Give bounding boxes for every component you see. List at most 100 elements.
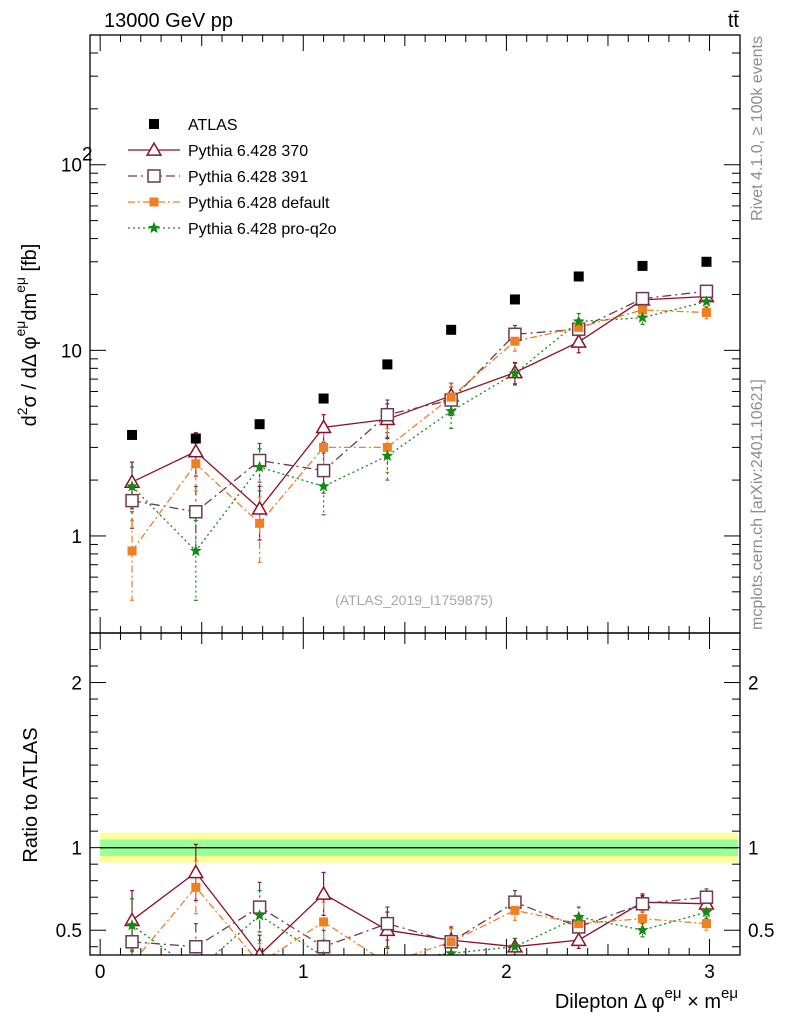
- process-label: tt̄: [728, 10, 740, 32]
- point-p370: [187, 443, 205, 458]
- ratio-y-tick-label-left: 2: [71, 674, 82, 695]
- ratio-point-p391: [380, 916, 395, 931]
- ratio-point-pdefault: [574, 919, 584, 929]
- main-y-tick-label: 1: [71, 527, 82, 548]
- point-atlas: [573, 271, 584, 282]
- point-pq2o: [700, 295, 713, 307]
- ratio-point-pq2o: [700, 905, 713, 918]
- point-pdefault: [255, 518, 265, 528]
- point-p391: [125, 493, 139, 508]
- point-pdefault: [638, 305, 647, 315]
- point-pdefault: [319, 442, 329, 452]
- xlabel-main: Dilepton Δ φ: [555, 991, 665, 1013]
- ratio-frame: [89, 632, 741, 956]
- main-series-lines: [131, 290, 707, 552]
- y-axis-label: d2σ / dΔ φeμdmeμ [fb]: [12, 244, 41, 427]
- ratio-point-p391: [635, 897, 650, 911]
- point-pdefault: [382, 442, 392, 452]
- legend-marker-atlas: [149, 119, 159, 129]
- ratio-line-p391: [131, 896, 707, 948]
- legend-label-pq2o: Pythia 6.428 pro-q2o: [188, 221, 337, 238]
- ratio-y-tick-label-left: 0.5: [56, 921, 82, 942]
- main-y-tick-exponent: 2: [82, 145, 93, 166]
- ylabel-dm: dm: [19, 293, 41, 321]
- legend-marker-p391: [147, 169, 161, 183]
- ylabel-unit: [fb]: [19, 244, 41, 277]
- analysis-label: (ATLAS_2019_I1759875): [335, 592, 493, 608]
- point-p370: [251, 500, 268, 515]
- ratio-point-pq2o: [572, 910, 585, 923]
- ylabel-d: d: [19, 415, 41, 426]
- ratio-y-tick-label-right: 2: [748, 674, 759, 695]
- ratio-error-bars: [130, 843, 709, 955]
- legend: ATLAS Pythia 6.428 370 Pythia 6.428 391 Pyt…: [128, 117, 337, 238]
- ratio-point-p370: [187, 864, 205, 879]
- point-atlas: [701, 256, 712, 267]
- point-pq2o: [445, 404, 458, 417]
- main-y-tick-label: 10: [61, 156, 82, 177]
- point-pq2o: [636, 311, 649, 323]
- point-p391: [316, 463, 331, 478]
- ratio-point-p370: [570, 931, 587, 947]
- x-axis-label: Dilepton Δ φeμ × meμ: [555, 985, 738, 1013]
- point-p391: [380, 407, 395, 422]
- point-atlas: [254, 419, 265, 430]
- ratio-point-pq2o: [253, 909, 266, 921]
- source-label: mcplots.cern.ch [arXiv:2401.10621]: [749, 379, 766, 630]
- point-pq2o: [317, 480, 330, 492]
- legend-label-atlas: ATLAS: [188, 117, 238, 134]
- ratio-markers: [123, 864, 715, 955]
- ylabel-sigma: σ / dΔ φ: [19, 336, 41, 407]
- ratio-line-pq2o: [131, 911, 707, 955]
- point-atlas: [637, 260, 648, 271]
- ratio-y-tick-label-right: 1: [748, 839, 759, 860]
- point-pdefault: [574, 322, 584, 332]
- ratio-point-p391: [125, 935, 139, 949]
- point-pq2o: [508, 367, 521, 379]
- point-pdefault: [510, 336, 520, 346]
- ratio-y-tick-label-left: 1: [71, 839, 82, 860]
- ratio-point-p391: [189, 939, 203, 954]
- ratio-line-pdefault: [138, 886, 707, 955]
- ratio-panel: 0.5 0.5 1 1 2 2 0 1 2 3: [56, 632, 774, 983]
- ratio-y-label: Ratio to ATLAS: [20, 727, 42, 862]
- main-error-bars: [130, 286, 709, 601]
- point-atlas: [127, 429, 138, 440]
- ratio-point-pq2o: [317, 950, 330, 955]
- ratio-y-tick-label-right: 0.5: [748, 921, 774, 942]
- point-atlas: [190, 433, 201, 444]
- ratio-series-lines: [131, 871, 707, 955]
- ratio-point-p370: [315, 885, 332, 900]
- legend-label-p391: Pythia 6.428 391: [188, 169, 308, 186]
- x-tick-label: 3: [704, 962, 715, 983]
- point-pdefault: [446, 392, 456, 402]
- point-pq2o: [253, 460, 266, 473]
- series-line-pq2o: [131, 300, 707, 552]
- ratio-point-pdefault: [319, 917, 329, 927]
- x-tick-label: 1: [298, 962, 309, 983]
- xlabel-sup1: eμ: [665, 985, 682, 1002]
- ratio-point-pdefault: [638, 914, 647, 924]
- point-atlas: [318, 393, 329, 404]
- point-pdefault: [127, 546, 137, 556]
- point-pq2o: [381, 449, 394, 461]
- ylabel-sup1: eμ: [12, 321, 28, 337]
- ratio-point-pq2o: [126, 919, 138, 931]
- point-p370: [570, 333, 587, 348]
- xlabel-sup2: eμ: [721, 985, 738, 1002]
- point-pq2o: [572, 315, 585, 327]
- main-markers: [123, 256, 715, 557]
- ratio-point-p391: [699, 890, 714, 904]
- series-line-p370: [131, 295, 707, 510]
- ratio-point-pdefault: [191, 882, 201, 892]
- rivet-label: Rivet 4.1.0, ≥ 100k events: [749, 36, 766, 221]
- point-p391: [189, 505, 203, 519]
- ratio-line-p370: [131, 871, 707, 955]
- ratio-uncertainty-band: [100, 832, 738, 863]
- series-line-p391: [131, 290, 707, 513]
- series-line-pdefault: [131, 309, 707, 552]
- energy-label: 13000 GeV pp: [104, 10, 233, 32]
- ratio-point-pdefault: [446, 937, 456, 947]
